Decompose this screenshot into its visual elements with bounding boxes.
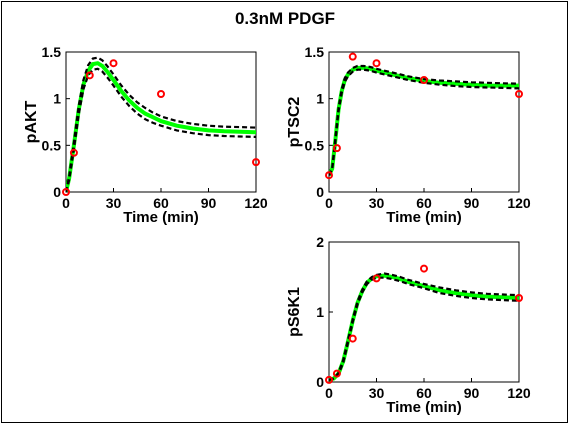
x-tick-label: 90: [201, 195, 217, 211]
data-point-marker: [372, 59, 381, 68]
x-tick-label: 0: [325, 385, 333, 401]
data-point-marker: [252, 158, 260, 167]
x-tick-label: 30: [369, 195, 385, 211]
data-point-marker: [348, 52, 357, 61]
data-point-marker: [325, 375, 333, 384]
y-tick-label: 1: [316, 91, 324, 107]
y-tick-label: 0.5: [305, 137, 325, 153]
data-point-marker: [515, 90, 523, 98]
y-tick-label: 0.5: [42, 137, 62, 153]
y-tick-label: 0: [316, 184, 324, 200]
y-axis-label: pAKT: [23, 100, 40, 143]
data-point-marker: [157, 90, 165, 98]
y-tick-label: 2: [316, 234, 324, 250]
data-point-marker: [420, 76, 428, 84]
data-point-marker: [420, 264, 428, 273]
data-point-marker: [62, 188, 70, 196]
x-axis-label: Time (min): [386, 399, 462, 416]
y-axis-label: pTSC2: [286, 97, 303, 148]
x-tick-label: 60: [416, 385, 432, 401]
subplot-pakt: 0 30 60 90 120 0 0.5 1 1.5 Time (min) pAKT: [23, 44, 268, 226]
data-point-marker: [332, 144, 341, 153]
x-tick-label: 90: [464, 385, 480, 401]
subplot-ptsc2: 0 30 60 90 120 0 0.5 1 1.5 Time (min) pTSC2: [286, 44, 531, 226]
data-point-marker: [515, 294, 523, 302]
x-tick-label: 30: [106, 195, 122, 211]
data-point-marker: [109, 59, 118, 68]
series-lower-bound-line: [329, 68, 519, 176]
series-lower-bound-line: [329, 276, 519, 381]
series-upper-bound-line: [329, 64, 519, 176]
x-tick-label: 60: [153, 195, 169, 211]
x-axis-label: Time (min): [386, 209, 462, 226]
series-upper-bound-line: [66, 56, 256, 192]
data-point-marker: [372, 274, 381, 283]
x-tick-label: 120: [244, 195, 268, 211]
y-axis-label: pS6K1: [286, 287, 303, 337]
y-tick-label: 1: [316, 304, 324, 320]
x-tick-label: 30: [369, 385, 385, 401]
subplot-ps6k1: 0 30 60 90 120 0 1 2 Time (min) pS6K1: [286, 234, 531, 416]
data-point-marker: [348, 334, 357, 343]
x-tick-label: 120: [507, 195, 531, 211]
data-point-marker: [85, 71, 94, 80]
x-tick-label: 60: [416, 195, 432, 211]
x-tick-label: 0: [325, 195, 333, 211]
series-lower-bound-line: [66, 67, 256, 192]
figure-title: 0.3nM PDGF: [235, 9, 335, 28]
data-point-marker: [69, 148, 78, 157]
data-point-marker: [332, 369, 341, 378]
y-tick-label: 0: [53, 184, 61, 200]
x-tick-label: 120: [507, 385, 531, 401]
x-axis-label: Time (min): [123, 209, 199, 226]
y-tick-label: 1.5: [305, 44, 325, 60]
data-point-marker: [325, 171, 333, 180]
y-tick-label: 0: [316, 374, 324, 390]
x-tick-label: 90: [464, 195, 480, 211]
y-tick-label: 1: [53, 91, 61, 107]
x-tick-label: 0: [62, 195, 70, 211]
y-tick-label: 1.5: [42, 44, 62, 60]
